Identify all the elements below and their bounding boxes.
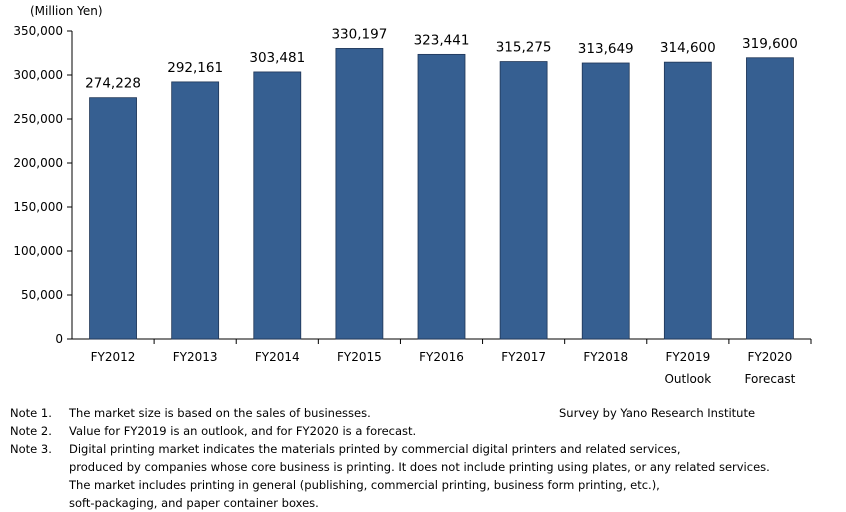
x-category-label: FY2020 [748, 350, 793, 364]
y-tick-label: 150,000 [13, 200, 63, 214]
bar-fy2014 [253, 71, 302, 340]
bar-value-label: 330,197 [331, 26, 387, 42]
bar-fy2019 [663, 61, 712, 340]
source-credit: Survey by Yano Research Institute [559, 406, 756, 420]
x-category-label: FY2013 [173, 350, 218, 364]
x-category-label: FY2018 [583, 350, 628, 364]
bar-chart: 0 50,000 100,000 150,000 200,000 250,000 300,0… [13, 24, 812, 386]
y-axis-unit-label: (Million Yen) [30, 4, 103, 18]
note-3-text-line-1: Digital printing market indicates the ma… [69, 442, 681, 456]
x-category-label: FY2017 [501, 350, 546, 364]
notes-block: Note 1. The market size is based on the … [10, 404, 770, 512]
note-1: Note 1. The market size is based on the … [10, 404, 770, 422]
bar-value-label: 274,228 [85, 76, 141, 92]
bar-fy2012 [89, 97, 137, 340]
note-3: Note 3. Digital printing market indicate… [10, 440, 770, 458]
bar-value-label: 303,481 [249, 50, 305, 66]
x-category-sublabel: Outlook [664, 372, 711, 386]
y-tick-label: 250,000 [13, 112, 63, 126]
bar-fy2015 [335, 48, 384, 340]
x-category-label: FY2014 [255, 350, 300, 364]
bar-fy2020 [746, 57, 794, 340]
x-category-label: FY2015 [337, 350, 382, 364]
x-category-label: FY2019 [665, 350, 710, 364]
bar-value-label: 315,275 [496, 40, 552, 56]
bar-fy2018 [581, 62, 630, 340]
y-tick-label: 300,000 [13, 68, 63, 82]
bar-fy2013 [171, 81, 220, 340]
y-tick-label: 100,000 [13, 244, 63, 258]
y-tick-label: 350,000 [13, 24, 63, 38]
note-2-text: Value for FY2019 is an outlook, and for … [69, 424, 417, 438]
note-2: Note 2. Value for FY2019 is an outlook, … [10, 422, 770, 440]
x-category-sublabel: Forecast [745, 372, 796, 386]
y-tick-label: 0 [55, 332, 63, 346]
note-3-text-line-4: soft-packaging, and paper container boxe… [69, 496, 319, 510]
bar-fy2016 [417, 53, 466, 340]
note-1-label: Note 1. [10, 406, 52, 420]
bar-value-label: 314,600 [660, 40, 716, 56]
x-category-label: FY2012 [91, 350, 136, 364]
bar-value-label: 292,161 [167, 60, 223, 76]
x-category-label: FY2016 [419, 350, 464, 364]
bar-value-label: 319,600 [742, 36, 798, 52]
bar-value-label: 323,441 [414, 32, 470, 48]
note-1-text: The market size is based on the sales of… [69, 406, 371, 420]
y-tick-label: 200,000 [13, 156, 63, 170]
note-3-label: Note 3. [10, 442, 52, 456]
y-tick-label: 50,000 [21, 288, 63, 302]
note-3-text-line-3: The market includes printing in general … [69, 478, 660, 492]
bar-value-label: 313,649 [578, 41, 634, 57]
note-3-text-line-2: produced by companies whose core busines… [69, 460, 770, 474]
note-2-label: Note 2. [10, 424, 52, 438]
bar-fy2017 [499, 61, 548, 340]
